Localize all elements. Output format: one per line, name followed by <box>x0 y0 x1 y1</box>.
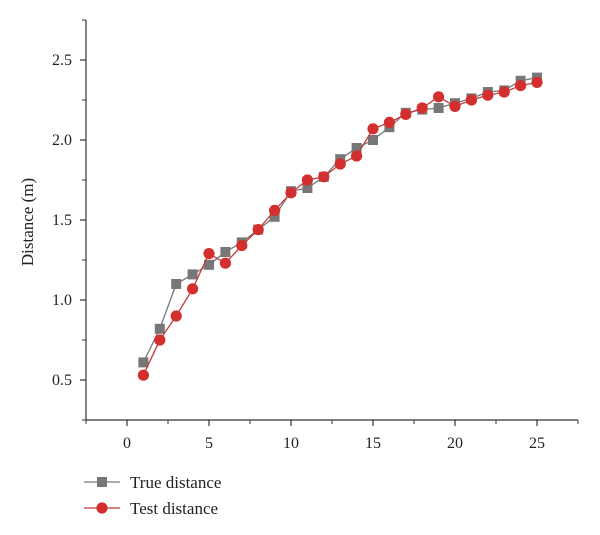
x-tick-label: 15 <box>365 435 381 452</box>
series-line <box>142 81 538 376</box>
data-point-circle <box>269 204 281 216</box>
y-tick-label: 0.5 <box>52 372 72 389</box>
x-ticks: 0 5 10 15 20 25 <box>85 420 579 452</box>
y-axis-label: Distance (m) <box>18 178 37 266</box>
x-tick-label: 25 <box>529 435 545 452</box>
data-point-circle <box>482 89 494 101</box>
x-tick-label: 10 <box>283 435 299 452</box>
x-tick-label: 20 <box>447 435 463 452</box>
data-point-square <box>138 357 149 368</box>
data-point-circle <box>531 76 543 88</box>
legend-marker-square <box>97 477 107 487</box>
data-point-square <box>220 247 231 257</box>
series-line <box>142 76 538 363</box>
data-point-circle <box>449 100 461 112</box>
data-point-square <box>433 103 444 113</box>
data-point-square <box>171 279 182 289</box>
data-point-circle <box>154 334 166 346</box>
data-point-circle <box>252 224 264 236</box>
legend-marker-circle <box>96 502 108 514</box>
data-point-circle <box>318 171 330 183</box>
data-point-square <box>351 143 362 153</box>
y-tick-label: 2.0 <box>52 132 72 149</box>
data-point-circle <box>236 240 248 252</box>
data-point-circle <box>383 116 395 128</box>
data-point-circle <box>219 257 231 269</box>
x-tick-label: 5 <box>205 435 213 452</box>
data-point-circle <box>465 94 477 106</box>
chart-axes <box>85 20 578 421</box>
data-point-circle <box>137 369 149 381</box>
data-point-circle <box>334 158 346 170</box>
series-1 <box>138 72 542 368</box>
data-point-square <box>154 323 165 334</box>
legend-item: True distance <box>84 473 221 492</box>
data-point-circle <box>367 123 379 135</box>
data-point-square <box>187 269 198 280</box>
data-point-square <box>302 183 313 193</box>
data-point-circle <box>203 248 215 260</box>
data-point-circle <box>301 174 313 186</box>
data-point-circle <box>433 91 445 103</box>
data-point-circle <box>416 102 428 114</box>
data-point-circle <box>285 187 297 199</box>
legend-label: True distance <box>130 473 221 492</box>
data-point-square <box>204 259 214 270</box>
legend-item: Test distance <box>84 499 218 518</box>
data-point-circle <box>400 108 412 120</box>
series-2 <box>137 76 543 381</box>
data-point-circle <box>351 150 363 162</box>
legend: True distance Test distance <box>84 473 221 518</box>
data-point-circle <box>170 310 182 322</box>
data-point-circle <box>498 86 510 98</box>
y-tick-label: 1.5 <box>52 212 72 229</box>
data-point-square <box>368 135 378 145</box>
series-layer <box>137 72 543 381</box>
legend-label: Test distance <box>130 499 218 518</box>
x-tick-label: 0 <box>123 435 131 452</box>
y-tick-label: 1.0 <box>52 292 72 309</box>
y-tick-label: 2.5 <box>52 52 72 69</box>
y-ticks: 0.5 1.0 1.5 2.0 2.5 <box>52 19 86 421</box>
data-point-circle <box>515 80 527 92</box>
data-point-circle <box>187 283 199 295</box>
data-point-square <box>269 211 280 222</box>
